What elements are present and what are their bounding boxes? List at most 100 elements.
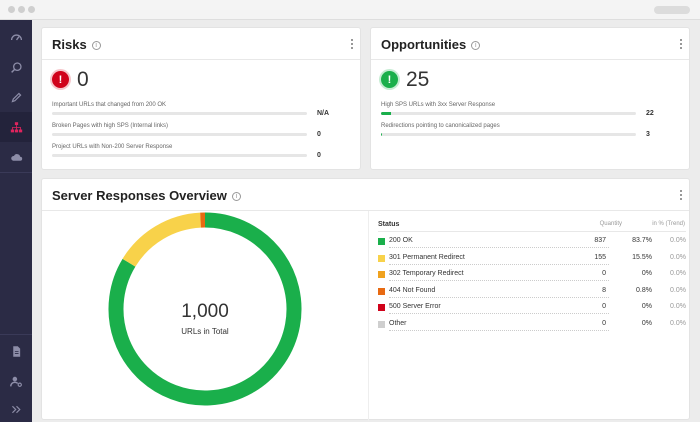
- opportunity-metric[interactable]: Redirections pointing to canonicalized p…: [381, 123, 676, 138]
- risks-count: 0: [77, 68, 89, 91]
- nav-structure[interactable]: [0, 112, 32, 142]
- sitemap-icon: [10, 121, 22, 132]
- opportunities-summary: ! 25: [381, 69, 429, 90]
- expand-chevrons-icon: [11, 405, 21, 413]
- status-color-swatch: [378, 304, 385, 312]
- info-icon[interactable]: i: [91, 41, 101, 50]
- window-titlebar: [0, 0, 700, 20]
- row-leader-dots: [389, 313, 609, 315]
- donut-chart-svg: [108, 212, 302, 406]
- donut-center-label: 1,000 URLs in Total: [42, 301, 368, 336]
- status-percent: 0%: [641, 303, 652, 311]
- opportunity-metric[interactable]: High SPS URLs with 3xx Server Response 2…: [381, 102, 676, 117]
- status-label: Other: [389, 320, 407, 327]
- nav-editor[interactable]: [0, 82, 32, 112]
- table-row[interactable]: 500 Server Error 0 0% 0.0%: [378, 300, 686, 316]
- report-document-icon: [12, 345, 20, 357]
- metric-value: 0: [317, 152, 321, 159]
- risk-metric[interactable]: Broken Pages with high SPS (Internal lin…: [52, 123, 347, 138]
- opportunities-title: Opportunities: [381, 37, 467, 52]
- more-menu-icon[interactable]: [676, 188, 686, 202]
- nav-analysis[interactable]: [0, 52, 32, 82]
- column-header-trend: in % (Trend): [652, 221, 685, 227]
- row-leader-dots: [389, 330, 609, 331]
- risk-metric[interactable]: Project URLs with Non-200 Server Respons…: [52, 144, 347, 159]
- table-row[interactable]: 301 Permanent Redirect 155 15.5% 0.0%: [378, 251, 686, 267]
- row-leader-dots: [389, 263, 609, 265]
- metric-value: 3: [646, 131, 650, 138]
- donut-slice-301-permanent-redirect[interactable]: [122, 212, 202, 267]
- window-dot: [28, 6, 35, 13]
- donut-slice-200-ok[interactable]: [108, 212, 302, 406]
- status-trend: 0.0%: [670, 303, 686, 311]
- risks-summary: ! 0: [52, 69, 89, 90]
- status-color-swatch: [378, 238, 385, 245]
- metric-label: Broken Pages with high SPS (Internal lin…: [52, 123, 169, 129]
- sidebar-divider: [0, 172, 32, 173]
- risks-card: Risks i ! 0 Important URLs that changed f…: [41, 27, 361, 170]
- metric-progress-bar: [381, 133, 636, 136]
- nav-reports[interactable]: [0, 336, 32, 366]
- info-icon[interactable]: i: [231, 192, 241, 201]
- donut-total: 1,000: [181, 301, 229, 322]
- metric-progress-bar: [52, 112, 307, 115]
- metric-progress-bar: [52, 133, 307, 136]
- metric-label: High SPS URLs with 3xx Server Response: [381, 102, 496, 108]
- metric-progress-fill: [381, 112, 392, 115]
- card-divider: [371, 59, 689, 60]
- card-divider: [42, 210, 689, 211]
- risk-metric[interactable]: Important URLs that changed from 200 OK …: [52, 102, 347, 117]
- column-header-status: Status: [378, 221, 400, 228]
- status-color-swatch: [378, 271, 385, 279]
- more-menu-icon[interactable]: [676, 37, 686, 51]
- status-percent: 15.5%: [632, 253, 652, 261]
- nav-dashboard[interactable]: [0, 22, 32, 52]
- nav-user-settings[interactable]: [0, 366, 32, 396]
- metric-value: 0: [317, 131, 321, 138]
- donut-chart: 1,000 URLs in Total: [42, 211, 368, 421]
- column-header-quantity: Quantity: [599, 221, 622, 227]
- row-leader-dots: [389, 280, 609, 282]
- metric-value: N/A: [317, 110, 330, 117]
- sidebar-divider: [0, 334, 32, 335]
- table-row[interactable]: 302 Temporary Redirect 0 0% 0.0%: [378, 267, 686, 283]
- window-dot: [8, 6, 15, 13]
- cloud-icon: [10, 153, 22, 161]
- status-table: Status Quantity in % (Trend) 200 OK 837 83…: [368, 211, 690, 421]
- search-analysis-icon: [10, 61, 22, 73]
- status-quantity: 0: [602, 320, 606, 327]
- alert-green-icon: !: [381, 71, 398, 88]
- info-icon[interactable]: i: [471, 41, 481, 50]
- status-color-swatch: [378, 287, 385, 295]
- table-row[interactable]: Other 0 0% 0.0%: [378, 317, 686, 333]
- status-trend: 0.0%: [670, 253, 686, 261]
- status-trend: 0.0%: [670, 270, 686, 278]
- window-dot: [18, 6, 25, 13]
- status-label: 301 Permanent Redirect: [389, 253, 465, 261]
- metric-value: 22: [646, 110, 654, 117]
- status-percent: 0%: [641, 270, 652, 278]
- nav-cloud[interactable]: [0, 142, 32, 172]
- metric-label: Redirections pointing to canonicalized p…: [381, 123, 500, 129]
- status-trend: 0.0%: [670, 320, 686, 327]
- metric-progress-bar: [381, 112, 636, 115]
- server-responses-card: Server Responses Overview i 1,000 URLs in…: [41, 178, 690, 421]
- more-menu-icon[interactable]: [347, 37, 357, 51]
- status-percent: 0.8%: [636, 286, 652, 294]
- user-settings-icon: [9, 376, 22, 387]
- row-leader-dots: [389, 296, 609, 298]
- status-percent: 83.7%: [632, 237, 652, 244]
- pencil-icon: [10, 92, 21, 103]
- table-row[interactable]: 404 Not Found 8 0.8% 0.0%: [378, 284, 686, 300]
- opportunities-count: 25: [406, 68, 430, 91]
- donut-subtitle: URLs in Total: [181, 327, 229, 336]
- status-quantity: 837: [594, 237, 606, 244]
- card-divider: [42, 59, 360, 60]
- nav-expand[interactable]: [0, 394, 32, 422]
- row-leader-dots: [389, 247, 609, 248]
- table-header-divider: [378, 231, 686, 232]
- metric-label: Important URLs that changed from 200 OK: [52, 102, 167, 108]
- metric-label: Project URLs with Non-200 Server Respons…: [52, 144, 173, 150]
- table-row[interactable]: 200 OK 837 83.7% 0.0%: [378, 234, 686, 250]
- speedometer-icon: [10, 33, 22, 40]
